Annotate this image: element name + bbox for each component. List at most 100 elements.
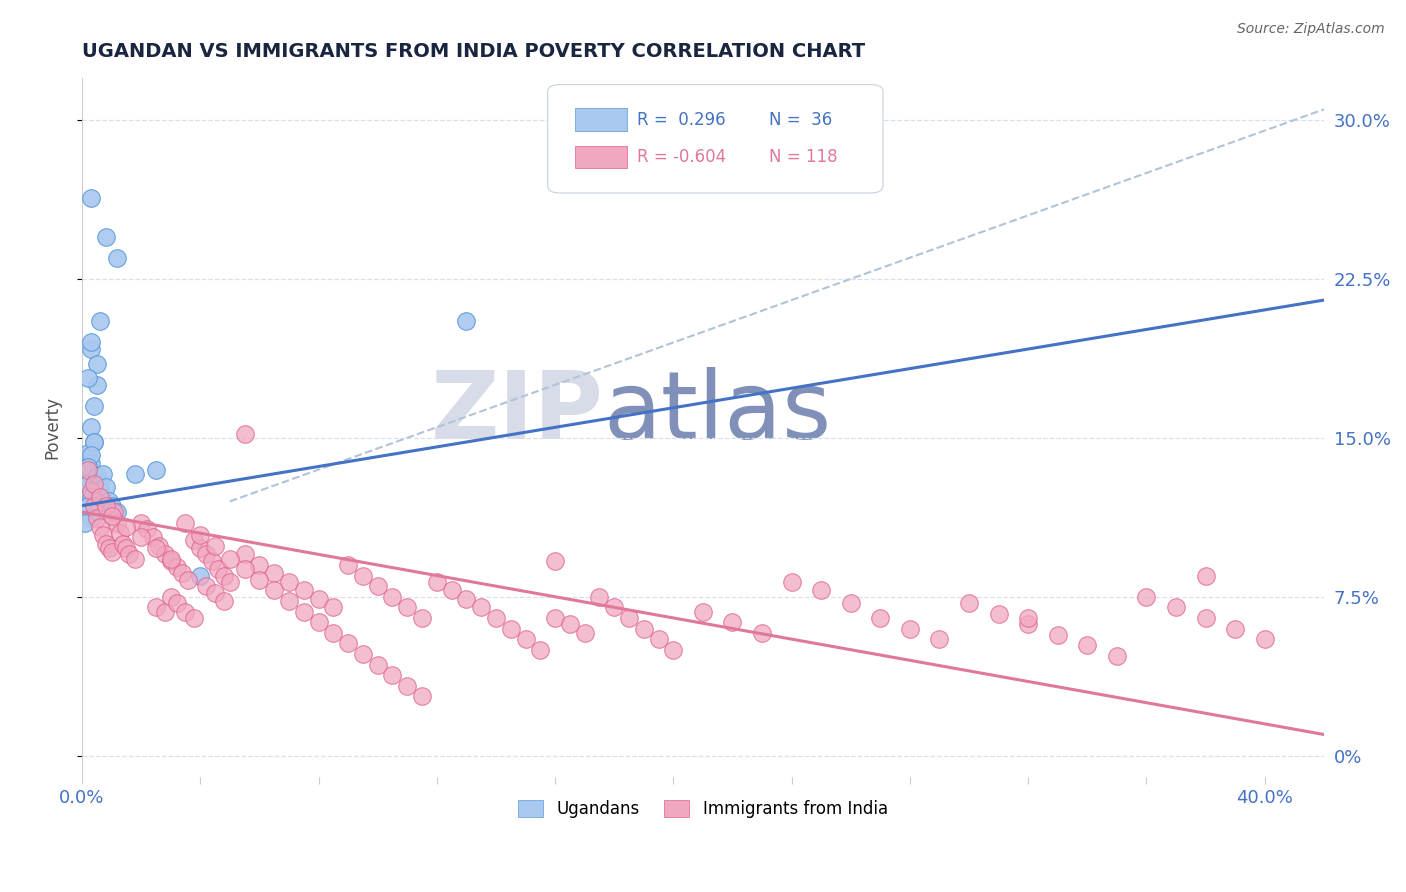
Point <box>247 558 270 572</box>
Point <box>148 539 170 553</box>
Point <box>76 462 98 476</box>
Point <box>188 541 211 555</box>
Point <box>159 590 181 604</box>
Point <box>218 574 240 589</box>
Point <box>662 642 685 657</box>
Point <box>112 537 135 551</box>
Point <box>381 590 404 604</box>
Point <box>153 605 176 619</box>
Point <box>80 420 103 434</box>
Point <box>174 516 197 530</box>
Point <box>76 371 98 385</box>
Point <box>207 562 229 576</box>
Point <box>188 528 211 542</box>
Point <box>367 579 389 593</box>
Point <box>396 679 419 693</box>
Point <box>721 615 744 630</box>
Text: R = -0.604: R = -0.604 <box>637 148 727 166</box>
Point <box>83 435 105 450</box>
Point <box>1164 600 1187 615</box>
Point <box>233 547 256 561</box>
Point <box>411 611 433 625</box>
Point <box>987 607 1010 621</box>
Point <box>183 533 205 547</box>
Point <box>80 511 103 525</box>
Point <box>110 526 132 541</box>
Point <box>80 456 103 470</box>
Point <box>499 622 522 636</box>
Point <box>80 483 103 498</box>
Point <box>515 632 537 647</box>
Point <box>810 583 832 598</box>
Point <box>80 335 103 350</box>
Point <box>80 342 103 356</box>
Y-axis label: Poverty: Poverty <box>44 396 60 458</box>
Point <box>381 668 404 682</box>
Point <box>97 494 120 508</box>
Point <box>195 547 218 561</box>
Point <box>94 229 117 244</box>
Point <box>322 600 344 615</box>
Point <box>80 448 103 462</box>
Point <box>115 541 138 555</box>
Point <box>83 399 105 413</box>
Point <box>80 191 103 205</box>
Text: UGANDAN VS IMMIGRANTS FROM INDIA POVERTY CORRELATION CHART: UGANDAN VS IMMIGRANTS FROM INDIA POVERTY… <box>82 42 865 61</box>
Point <box>218 551 240 566</box>
Point <box>367 657 389 672</box>
Point <box>1254 632 1277 647</box>
Point <box>233 562 256 576</box>
Point <box>1017 611 1039 625</box>
Point <box>352 568 374 582</box>
Point <box>603 600 626 615</box>
Point <box>73 467 96 481</box>
Point <box>83 477 105 491</box>
Point <box>76 460 98 475</box>
Point <box>107 516 129 530</box>
Point <box>292 605 315 619</box>
FancyBboxPatch shape <box>548 85 883 193</box>
Point <box>100 545 122 559</box>
Point <box>142 530 165 544</box>
Point <box>204 585 226 599</box>
Point <box>76 499 98 513</box>
Point <box>308 615 330 630</box>
Point <box>426 574 449 589</box>
Point <box>73 516 96 530</box>
Point <box>89 520 111 534</box>
Point <box>352 647 374 661</box>
Point <box>337 636 360 650</box>
Point <box>107 251 129 265</box>
Point <box>91 467 114 481</box>
Point <box>89 477 111 491</box>
Point <box>1135 590 1157 604</box>
Point <box>839 596 862 610</box>
Point <box>124 467 146 481</box>
Point <box>869 611 891 625</box>
Point <box>86 469 108 483</box>
Point <box>97 541 120 555</box>
Text: ZIP: ZIP <box>430 368 603 459</box>
Point <box>212 594 235 608</box>
Point <box>100 499 122 513</box>
Point <box>76 445 98 459</box>
Point <box>1105 649 1128 664</box>
Text: R =  0.296: R = 0.296 <box>637 111 725 128</box>
Point <box>86 357 108 371</box>
Point <box>188 568 211 582</box>
Point <box>485 611 508 625</box>
Point <box>292 583 315 598</box>
Point <box>633 622 655 636</box>
Point <box>588 590 610 604</box>
Point <box>1194 568 1216 582</box>
Point <box>692 605 714 619</box>
Point <box>201 554 224 568</box>
Point <box>529 642 551 657</box>
Point <box>107 505 129 519</box>
FancyBboxPatch shape <box>575 108 627 131</box>
Point <box>322 625 344 640</box>
Point <box>94 499 117 513</box>
Point <box>247 573 270 587</box>
Point <box>183 611 205 625</box>
Point <box>115 520 138 534</box>
